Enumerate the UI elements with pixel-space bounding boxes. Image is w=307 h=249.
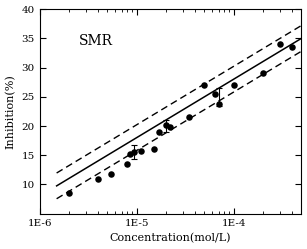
Point	[157, 130, 161, 134]
Point	[127, 152, 132, 156]
Point	[109, 172, 114, 176]
Point	[95, 177, 100, 181]
Point	[231, 83, 236, 87]
Point	[125, 162, 130, 166]
Point	[187, 115, 192, 119]
Text: SMR: SMR	[79, 34, 113, 48]
Point	[260, 71, 265, 75]
Y-axis label: Inhibition(%): Inhibition(%)	[6, 74, 16, 149]
Point	[66, 191, 71, 195]
Point	[138, 149, 143, 153]
Point	[290, 45, 294, 49]
Point	[202, 83, 207, 87]
Point	[278, 42, 282, 46]
Point	[132, 150, 137, 154]
Point	[167, 125, 172, 129]
Point	[216, 102, 221, 106]
X-axis label: Concentration(mol/L): Concentration(mol/L)	[110, 233, 231, 244]
Point	[163, 123, 168, 127]
Point	[213, 92, 218, 96]
Point	[151, 147, 156, 151]
